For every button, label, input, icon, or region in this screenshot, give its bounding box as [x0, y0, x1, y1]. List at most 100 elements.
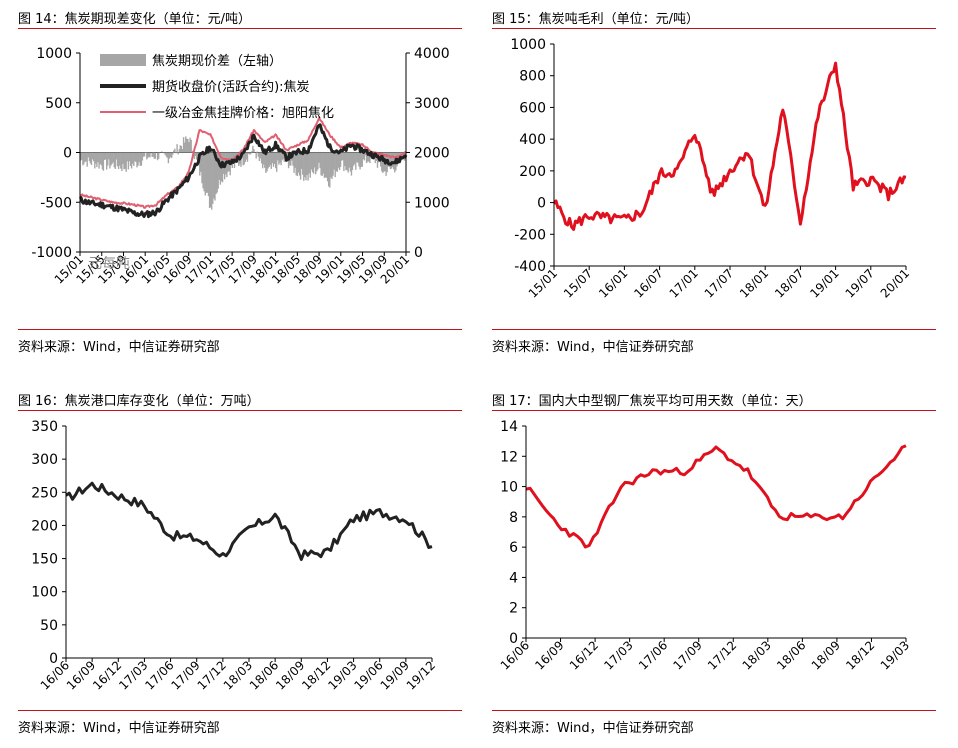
spread-bar — [182, 137, 185, 153]
spread-bar — [280, 152, 282, 166]
spread-bar — [149, 152, 151, 158]
spread-bar — [347, 152, 349, 173]
x-tick-label: 17/06 — [142, 658, 176, 692]
spread-bar — [199, 152, 201, 176]
spread-bar — [267, 152, 269, 169]
y-tick-label: -1000 — [31, 245, 72, 261]
spread-bar — [297, 152, 300, 173]
spread-bar — [364, 152, 367, 156]
title-rule — [18, 410, 462, 411]
spread-bar — [214, 152, 216, 201]
spread-bar — [145, 152, 147, 153]
spread-bar — [154, 152, 157, 159]
series-futures-line — [78, 123, 408, 219]
spread-bar — [258, 152, 261, 161]
x-tick-label: 19/03 — [878, 638, 912, 672]
spread-bar — [326, 152, 329, 182]
spread-bar — [203, 152, 205, 192]
spread-bar — [292, 152, 294, 166]
spread-bar — [313, 152, 316, 168]
y-tick-label: 0 — [49, 651, 58, 667]
spread-bar — [171, 152, 173, 158]
x-tick-label: 18/12 — [843, 638, 877, 672]
spread-bar — [156, 152, 159, 161]
spread-bar — [88, 152, 91, 161]
spread-bar — [262, 152, 264, 169]
spread-bar — [331, 152, 333, 179]
spread-bar — [181, 149, 184, 153]
chart-title: 图 15：焦炭吨毛利（单位：元/吨） — [492, 12, 700, 27]
spread-bar — [177, 152, 179, 155]
spread-bar — [256, 151, 258, 153]
spread-bar — [165, 152, 167, 157]
spread-bar — [324, 152, 327, 178]
spread-bar — [81, 152, 83, 160]
y-tick-label: -500 — [40, 195, 72, 211]
spread-bar — [293, 152, 295, 173]
spread-bar — [270, 152, 272, 169]
x-tick-label: 17/06 — [636, 638, 670, 672]
spread-bar — [147, 152, 149, 158]
spread-bar — [397, 152, 399, 159]
spread-bar — [211, 152, 213, 210]
spread-bar — [130, 152, 133, 169]
spread-bar — [351, 152, 354, 170]
x-tick-label: 19/06 — [351, 658, 385, 692]
spread-bar — [125, 152, 127, 172]
spread-bar — [316, 152, 318, 172]
spread-bar — [355, 152, 357, 170]
series-port-inventory-line — [65, 481, 433, 561]
legend-label: 焦炭期现价差（左轴） — [152, 54, 282, 69]
spread-bar — [278, 152, 280, 165]
spread-bar — [121, 152, 123, 171]
x-tick-label: 18/03 — [740, 638, 774, 672]
series-coke-price-line — [79, 117, 407, 209]
spread-bar — [363, 152, 366, 161]
spread-bar — [97, 152, 99, 163]
spread-bar — [312, 152, 315, 174]
y-tick-label: 200 — [31, 518, 58, 534]
spread-bar — [167, 152, 170, 164]
spread-bar — [95, 152, 97, 164]
spread-bar — [336, 152, 339, 172]
spread-bar — [268, 152, 270, 167]
x-tick-label: 17/03 — [116, 658, 150, 692]
source-note: 资料来源：Wind，中信证券研究部 — [492, 340, 694, 355]
spread-bar — [344, 152, 346, 166]
spread-bar — [251, 151, 253, 153]
y-tick-label: 150 — [31, 552, 58, 568]
spread-bar — [332, 152, 334, 176]
spread-bar — [159, 152, 161, 154]
spread-bar — [368, 152, 370, 162]
spread-bar — [250, 152, 252, 155]
spread-bar — [158, 152, 160, 159]
y-tick-label: 0 — [63, 146, 72, 162]
y-tick-label: 350 — [31, 419, 58, 435]
spread-bar — [215, 152, 217, 194]
x-tick-label: 19/03 — [325, 658, 359, 692]
spread-bar — [175, 152, 177, 154]
spread-bar — [93, 152, 95, 162]
y-tick-label: 400 — [519, 132, 546, 148]
spread-bar — [176, 144, 178, 153]
spread-bar — [186, 138, 188, 153]
spread-bar — [168, 152, 171, 159]
spread-bar — [329, 152, 331, 188]
spread-bar — [310, 152, 313, 170]
spread-bar — [391, 152, 394, 168]
spread-bar — [219, 152, 222, 185]
spread-bar — [333, 152, 335, 170]
y-tick-label: 12 — [500, 449, 518, 465]
spread-bar — [204, 152, 206, 196]
spread-bar — [359, 152, 361, 170]
spread-bar — [83, 152, 85, 165]
spread-bar — [210, 152, 212, 208]
spread-bar — [259, 152, 262, 159]
spread-bar — [86, 152, 88, 167]
y-tick-label: 50 — [40, 618, 58, 634]
y-tick-label: 8 — [509, 510, 518, 526]
spread-bar — [124, 152, 126, 169]
spread-bar — [275, 152, 277, 169]
spread-bar — [132, 152, 134, 164]
